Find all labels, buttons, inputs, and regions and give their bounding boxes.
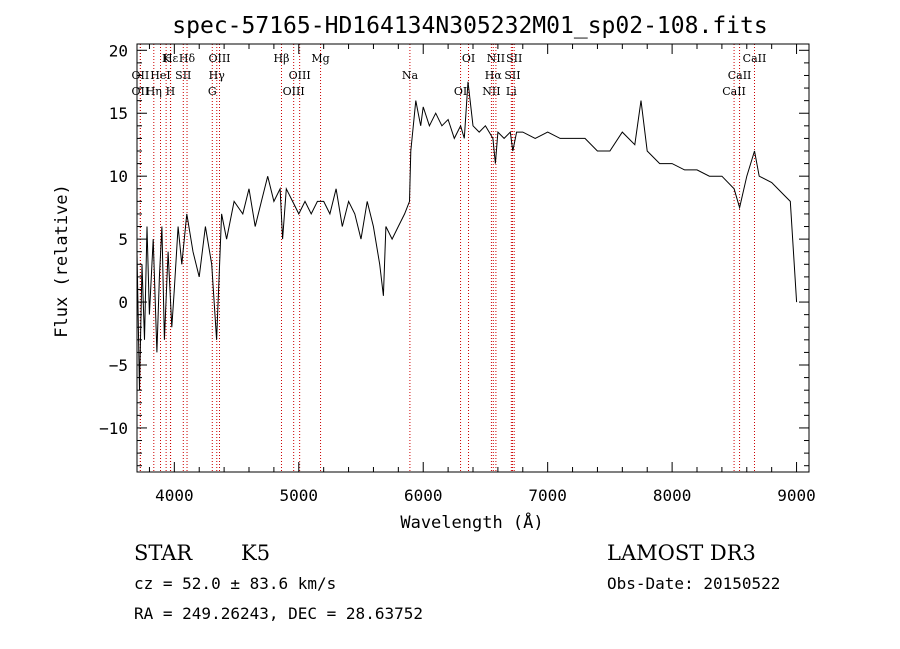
object-subclass: K5: [241, 541, 270, 565]
x-axis-label: Wavelength (Å): [400, 511, 543, 533]
x-tick-label: 9000: [777, 486, 816, 505]
y-axis-label: Flux (relative): [52, 184, 72, 338]
line-marker-label: Na: [402, 69, 419, 82]
line-marker-label: Li: [506, 85, 517, 98]
line-marker-labels: HεOIIOIIKHeIHηHδSIIHOIIIHγGHβOIIIOIIIMgN…: [132, 52, 767, 98]
line-marker-label: Hδ: [179, 52, 196, 65]
line-marker-label: CaII: [722, 85, 746, 98]
coordinates: RA = 249.26243, DEC = 28.63752: [134, 604, 423, 623]
y-tick-label: 10: [109, 167, 128, 186]
line-marker-label: G: [208, 85, 217, 98]
y-tick-label: −10: [99, 419, 128, 438]
x-tick-label: 7000: [528, 486, 567, 505]
line-marker-label: OIII: [289, 69, 311, 82]
y-axis: −10 −5 0 5 10 15 20: [99, 41, 809, 467]
line-marker-label: CaII: [728, 69, 752, 82]
x-tick-label: 6000: [404, 486, 443, 505]
line-marker-label: SII: [506, 52, 522, 65]
line-marker-label: Hη: [146, 85, 162, 98]
line-marker-label: CaII: [743, 52, 767, 65]
line-marker-label: Hγ: [209, 69, 226, 82]
y-tick-label: 15: [109, 104, 128, 123]
spectrum-series: [136, 81, 798, 391]
line-marker-label: HeI: [150, 69, 170, 82]
x-axis: 4000 5000 6000 7000 8000 9000: [148, 44, 816, 505]
x-tick-label: 4000: [155, 486, 194, 505]
line-marker-label: Hε: [163, 52, 179, 65]
line-marker-label: OIII: [208, 52, 230, 65]
line-marker-label: Hβ: [274, 52, 290, 65]
chart-title: spec-57165-HD164134N305232M01_sp02-108.f…: [172, 13, 767, 39]
object-class: STAR: [134, 541, 193, 565]
line-marker-label: SII: [175, 69, 191, 82]
plot-frame: [136, 43, 810, 473]
y-tick-label: 20: [109, 41, 128, 60]
line-marker-label: OIII: [283, 85, 305, 98]
line-marker-label: Mg: [311, 52, 329, 65]
line-markers: [139, 44, 755, 472]
line-marker-label: OI: [454, 85, 467, 98]
x-tick-label: 5000: [280, 486, 319, 505]
line-marker-label: NII: [482, 85, 500, 98]
line-marker-label: SII: [504, 69, 520, 82]
line-marker-label: H: [166, 85, 176, 98]
line-marker-label: NII: [487, 52, 505, 65]
line-marker-label: OI: [462, 52, 475, 65]
x-tick-label: 8000: [653, 486, 692, 505]
redshift-velocity: cz = 52.0 ± 83.6 km/s: [134, 574, 336, 593]
line-marker-label: OII: [132, 85, 150, 98]
observation-date: Obs-Date: 20150522: [607, 574, 780, 593]
y-tick-label: 5: [118, 230, 128, 249]
y-tick-label: −5: [109, 356, 128, 375]
line-marker-label: K: [162, 52, 171, 65]
y-tick-label: 0: [118, 293, 128, 312]
survey-name: LAMOST DR3: [607, 541, 756, 565]
line-marker-label: Hα: [485, 69, 503, 82]
